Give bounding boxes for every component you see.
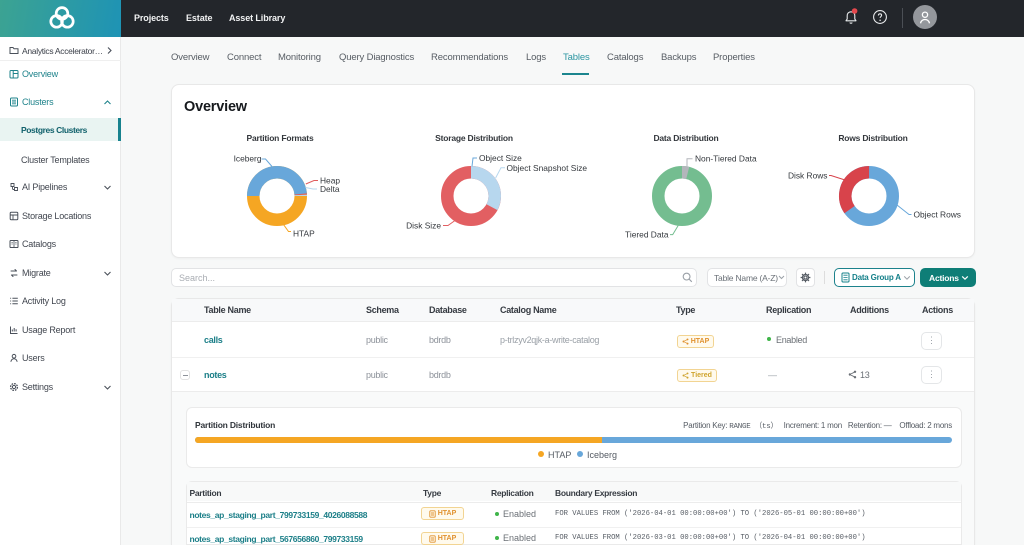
svg-text:Iceberg: Iceberg [234, 154, 262, 164]
svg-text:Disk Rows: Disk Rows [788, 171, 828, 181]
svg-text:Tiered Data: Tiered Data [625, 230, 669, 240]
svg-text:Object Snapshot Size: Object Snapshot Size [507, 163, 588, 173]
svg-text:Object Rows: Object Rows [914, 210, 961, 220]
svg-text:Disk Size: Disk Size [406, 221, 441, 231]
svg-text:Object Size: Object Size [479, 153, 522, 163]
svg-text:Delta: Delta [320, 184, 340, 194]
svg-text:Non-Tiered Data: Non-Tiered Data [695, 154, 757, 164]
svg-text:Heap: Heap [320, 176, 340, 186]
svg-text:HTAP: HTAP [293, 229, 315, 239]
